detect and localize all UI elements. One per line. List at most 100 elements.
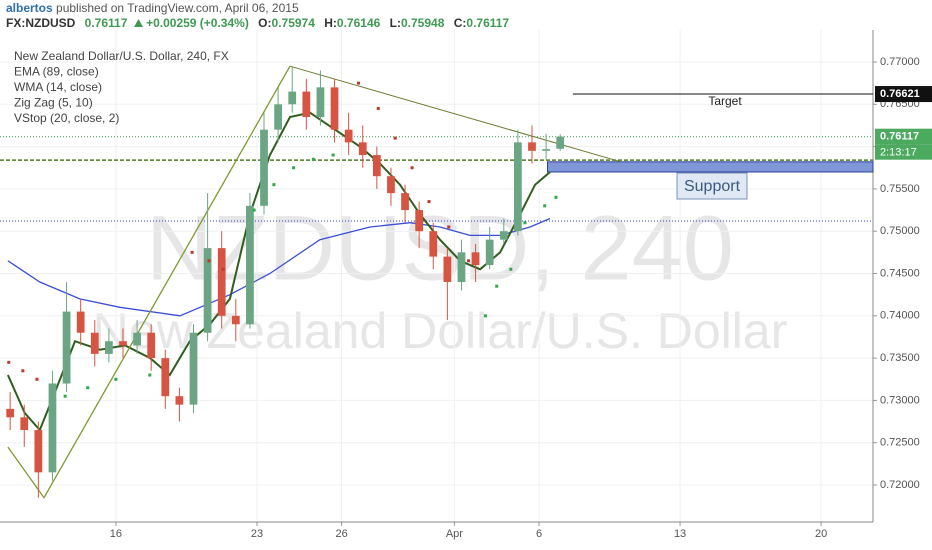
- candle-body: [528, 142, 536, 151]
- y-tick-label: 0.72000: [880, 479, 920, 491]
- last-price: 0.76117: [84, 16, 128, 30]
- candle-body: [457, 252, 466, 282]
- header-row: albertos published on TradingView.com, A…: [6, 1, 299, 15]
- indicator-line: [6, 111, 551, 432]
- legend-entry: WMA (14, close): [14, 80, 102, 94]
- vstop-dot: [252, 208, 256, 212]
- vstop-dot: [7, 360, 11, 364]
- candle-body: [62, 311, 71, 384]
- candle-body: [471, 252, 480, 266]
- vstop-dot: [21, 369, 25, 373]
- candle-body: [203, 248, 212, 333]
- y-tick-label: 0.75000: [880, 225, 920, 237]
- vstop-dot: [554, 195, 558, 199]
- candle-body: [415, 210, 424, 232]
- support-zone: [546, 161, 874, 173]
- target-label: Target: [708, 94, 742, 108]
- x-tick-label: 6: [536, 528, 542, 540]
- candle-body: [48, 383, 57, 473]
- target-price: 0.76621: [880, 88, 920, 100]
- candle-body: [443, 256, 452, 282]
- x-tick-label: 20: [815, 528, 827, 540]
- vstop-dot: [221, 267, 225, 271]
- vstop-dot: [357, 81, 361, 85]
- ohlc-value: 0.75948: [400, 16, 445, 30]
- candle-body: [133, 332, 141, 346]
- last-price-box: [875, 128, 932, 145]
- chart: NZDUSD, 240 New Zealand Dollar/U.S. Dolla…: [0, 30, 932, 540]
- x-tick-label: 23: [251, 528, 263, 540]
- candle-body: [344, 129, 353, 143]
- vstop-dot: [292, 166, 296, 170]
- vstop-dot: [148, 373, 152, 377]
- countdown: 2:13:17: [880, 147, 917, 159]
- ohlc-value: 0.76146: [336, 16, 381, 30]
- legend-entry: VStop (20, close, 2): [14, 111, 119, 125]
- vstop-dot: [35, 377, 39, 381]
- legend-entry: EMA (89, close): [14, 65, 99, 79]
- vstop-dot: [523, 221, 527, 225]
- vstop-dot: [207, 259, 211, 263]
- ohlc-value: 0.75974: [271, 16, 315, 30]
- vstop-dot: [311, 157, 315, 161]
- legend-entry: Zig Zag (5, 10): [14, 96, 93, 110]
- vstop-dot: [427, 200, 431, 204]
- candle-body: [161, 358, 170, 397]
- vstop-dot: [393, 136, 397, 140]
- candle-body: [104, 341, 113, 354]
- candle-body: [372, 155, 381, 177]
- y-tick-label: 0.74000: [880, 310, 920, 322]
- author[interactable]: albertos: [6, 1, 53, 15]
- candle-body: [330, 87, 339, 130]
- candle-body: [217, 248, 226, 316]
- x-tick-label: Apr: [446, 528, 463, 540]
- candle-body: [189, 332, 198, 405]
- candle-body: [246, 205, 254, 325]
- trendline: [289, 65, 621, 163]
- x-tick-label: 26: [335, 528, 347, 540]
- vstop-dot: [483, 314, 487, 318]
- candle-body: [316, 87, 325, 117]
- candle-body: [34, 430, 43, 473]
- vstop-dot: [86, 386, 90, 390]
- support-label: Support: [684, 178, 741, 195]
- countdown-box: [875, 144, 932, 160]
- candle-body: [387, 176, 395, 194]
- change: +0.00259 (+0.34%): [146, 16, 249, 30]
- candle-body: [485, 239, 494, 266]
- candle-body: [90, 332, 99, 354]
- watermark: NZDUSD, 240: [146, 197, 734, 299]
- x-tick-label: 13: [674, 528, 686, 540]
- candle-body: [513, 142, 522, 232]
- candle-body: [499, 231, 508, 240]
- vstop-dot: [467, 259, 471, 263]
- candle-body: [302, 91, 311, 117]
- vstop-dot: [543, 204, 547, 208]
- candle-body: [288, 91, 297, 105]
- up-arrow: [133, 19, 143, 27]
- y-tick-label: 0.75500: [880, 183, 920, 195]
- target-price-box: [875, 86, 932, 103]
- vstop-dot: [63, 394, 67, 398]
- ohlc-value: 0.76117: [466, 16, 510, 30]
- y-tick-label: 0.73500: [880, 352, 920, 364]
- candle-body: [274, 104, 282, 130]
- candle-body: [556, 136, 565, 149]
- ohlc-label: L:: [389, 16, 401, 30]
- vstop-dot: [410, 166, 414, 170]
- y-tick-label: 0.77000: [880, 56, 920, 68]
- x-tick-label: 16: [110, 528, 122, 540]
- vstop-dot: [447, 225, 451, 229]
- candle-body: [231, 315, 240, 325]
- vstop-dot: [509, 267, 513, 271]
- candle-body: [76, 311, 85, 333]
- last-price: 0.76117: [880, 131, 919, 143]
- vstop-dot: [495, 284, 499, 288]
- vstop-dot: [114, 377, 118, 381]
- header: albertos published on TradingView.com, A…: [0, 0, 932, 30]
- vstop-dot: [376, 107, 380, 111]
- symbol: FX:NZDUSD: [6, 16, 76, 30]
- candle-body: [147, 332, 156, 359]
- ohlc-label: H:: [324, 16, 337, 30]
